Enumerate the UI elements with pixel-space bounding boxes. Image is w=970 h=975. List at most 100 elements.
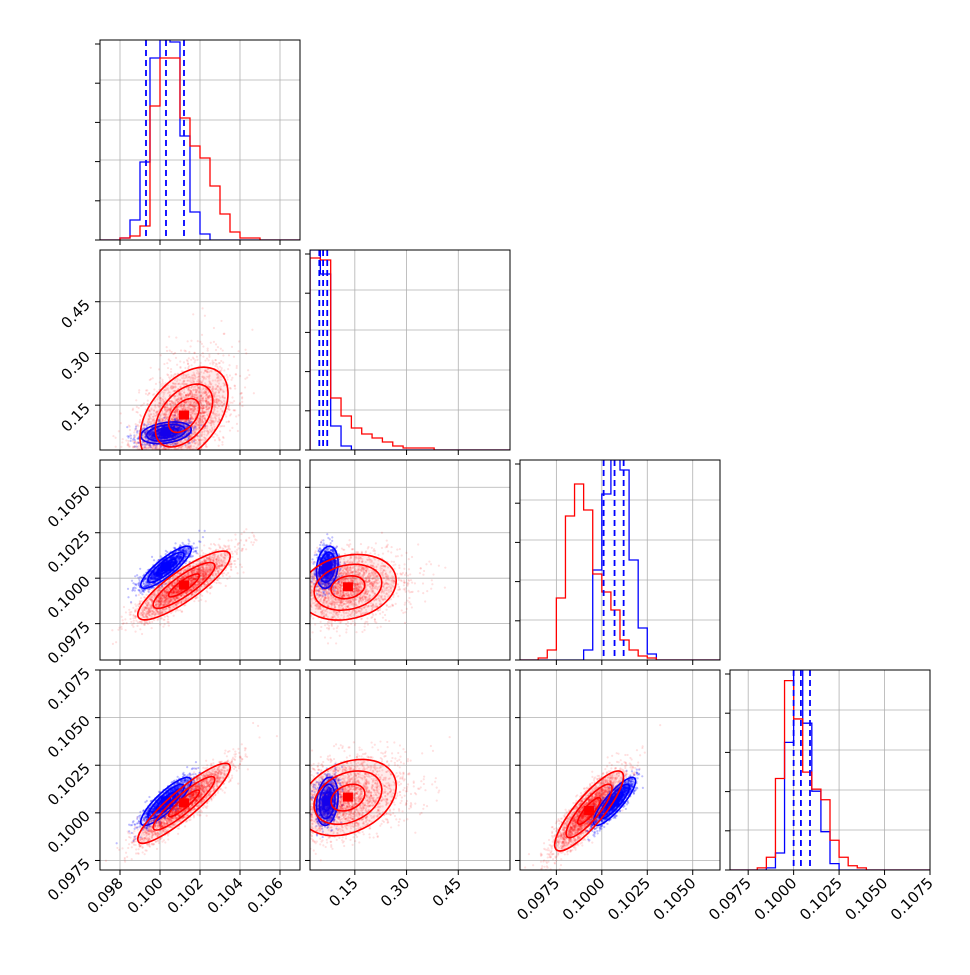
scatter-point xyxy=(192,452,194,454)
scatter-point xyxy=(202,352,204,354)
scatter-point xyxy=(153,393,155,395)
x-tick-label-param3-0: 0.0975 xyxy=(705,874,755,924)
scatter-point xyxy=(135,426,137,428)
scatter-point xyxy=(197,340,199,342)
scatter-point xyxy=(112,435,114,437)
scatter-point xyxy=(181,452,183,454)
scatter-point xyxy=(148,451,150,453)
scatter-point xyxy=(235,373,237,375)
scatter-point xyxy=(185,350,187,352)
scatter-point xyxy=(217,346,219,348)
scatter-point xyxy=(223,425,225,427)
scatter-point xyxy=(228,408,230,410)
scatter-point xyxy=(166,362,168,364)
scatter-point xyxy=(191,454,193,456)
scatter-point xyxy=(159,623,161,625)
scatter-point xyxy=(219,430,221,432)
scatter-point xyxy=(222,354,224,356)
scatter-point xyxy=(137,453,139,455)
scatter-point xyxy=(120,626,122,628)
scatter-point xyxy=(146,452,148,454)
scatter-point xyxy=(239,403,241,405)
scatter-point xyxy=(175,450,177,452)
scatter-point xyxy=(136,406,138,408)
scatter-point xyxy=(120,422,122,424)
scatter-point xyxy=(228,364,230,366)
scatter-point xyxy=(238,340,240,342)
scatter-point xyxy=(179,367,181,369)
scatter-point xyxy=(219,425,221,427)
scatter-point xyxy=(130,435,132,437)
scatter-point xyxy=(133,442,135,444)
scatter-point xyxy=(169,454,171,456)
scatter-point xyxy=(192,313,194,315)
scatter-point xyxy=(175,450,177,452)
scatter-point xyxy=(204,456,206,458)
scatter-point xyxy=(179,452,181,454)
scatter-point xyxy=(155,383,157,385)
scatter-point xyxy=(243,544,245,546)
scatter-point xyxy=(132,408,134,410)
scatter-point xyxy=(229,429,231,431)
scatter-point xyxy=(169,349,171,351)
scatter-point xyxy=(157,452,159,454)
hist-param1-blue xyxy=(310,250,510,450)
scatter-point xyxy=(187,455,189,457)
scatter-point xyxy=(244,386,246,388)
scatter-point xyxy=(166,350,168,352)
scatter-point xyxy=(150,451,152,453)
scatter-point xyxy=(202,345,204,347)
scatter-point xyxy=(170,456,172,458)
scatter-point xyxy=(209,455,211,457)
scatter-point xyxy=(245,352,247,354)
scatter-point xyxy=(152,377,154,379)
scatter-point xyxy=(218,445,220,447)
scatter-point xyxy=(223,369,225,371)
scatter-point xyxy=(203,456,205,458)
scatter-point xyxy=(188,455,190,457)
scatter-point xyxy=(236,423,238,425)
scatter-point xyxy=(170,376,172,378)
scatter-point xyxy=(192,454,194,456)
scatter-point xyxy=(214,359,216,361)
scatter-point xyxy=(138,389,140,391)
scatter-point xyxy=(183,361,185,363)
scatter-point xyxy=(156,390,158,392)
scatter-point xyxy=(184,367,186,369)
scatter-point xyxy=(241,392,243,394)
scatter-point xyxy=(225,415,227,417)
scatter-point xyxy=(191,452,193,454)
scatter-point xyxy=(182,453,184,455)
scatter-point xyxy=(145,454,147,456)
scatter-point xyxy=(120,412,122,414)
scatter-point xyxy=(141,451,143,453)
scatter-point xyxy=(188,453,190,455)
scatter-point xyxy=(230,402,232,404)
scatter-point xyxy=(147,452,149,454)
scatter-point xyxy=(162,452,164,454)
scatter-point xyxy=(231,396,233,398)
scatter-point xyxy=(148,453,150,455)
scatter-point xyxy=(151,455,153,457)
scatter-point xyxy=(178,450,180,452)
scatter-point xyxy=(143,453,145,455)
scatter-point xyxy=(147,400,149,402)
scatter-point xyxy=(153,388,155,390)
scatter-point xyxy=(153,451,155,453)
scatter-point xyxy=(164,455,166,457)
scatter-point xyxy=(228,354,230,356)
scatter-point xyxy=(221,441,223,443)
scatter-point xyxy=(130,440,132,442)
scatter-point xyxy=(187,363,189,365)
scatter-point xyxy=(241,401,243,403)
scatter-point xyxy=(209,362,211,364)
scatter-point xyxy=(231,427,233,429)
scatter-point xyxy=(152,455,154,457)
scatter-point xyxy=(193,451,195,453)
scatter-point xyxy=(234,387,236,389)
scatter-point xyxy=(133,431,135,433)
scatter-point xyxy=(168,454,170,456)
scatter-point xyxy=(230,388,232,390)
scatter-point xyxy=(220,320,222,322)
scatter-point xyxy=(207,348,209,350)
